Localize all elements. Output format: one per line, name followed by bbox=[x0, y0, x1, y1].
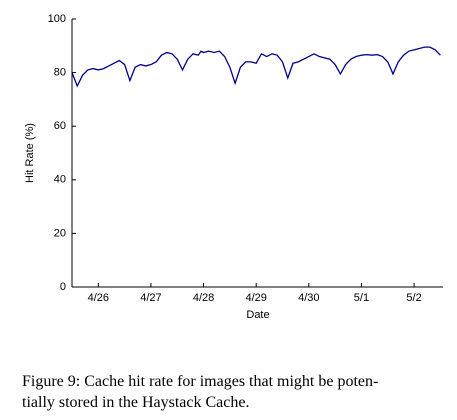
y-axis-label: Hit Rate (%) bbox=[24, 123, 36, 183]
x-tick-label: 4/26 bbox=[88, 292, 109, 304]
y-tick-label: 40 bbox=[54, 174, 66, 186]
x-tick-label: 5/1 bbox=[354, 292, 369, 304]
x-axis-label: Date bbox=[246, 309, 269, 321]
caption-line: tially stored in the Haystack Cache. bbox=[22, 394, 249, 411]
x-tick-label: 4/29 bbox=[245, 292, 266, 304]
caption-line: Figure 9: Cache hit rate for images that… bbox=[22, 373, 378, 390]
y-tick-label: 80 bbox=[54, 67, 66, 79]
y-tick-label: 60 bbox=[54, 120, 66, 132]
x-tick-label: 4/27 bbox=[140, 292, 161, 304]
data-line bbox=[71, 46, 441, 88]
x-tick-label: 4/28 bbox=[193, 292, 214, 304]
y-tick-label: 0 bbox=[60, 281, 66, 293]
y-tick-label: 100 bbox=[48, 13, 66, 25]
y-tick-label: 20 bbox=[54, 227, 66, 239]
x-tick-label: 4/30 bbox=[298, 292, 319, 304]
x-tick-label: 5/2 bbox=[406, 292, 421, 304]
